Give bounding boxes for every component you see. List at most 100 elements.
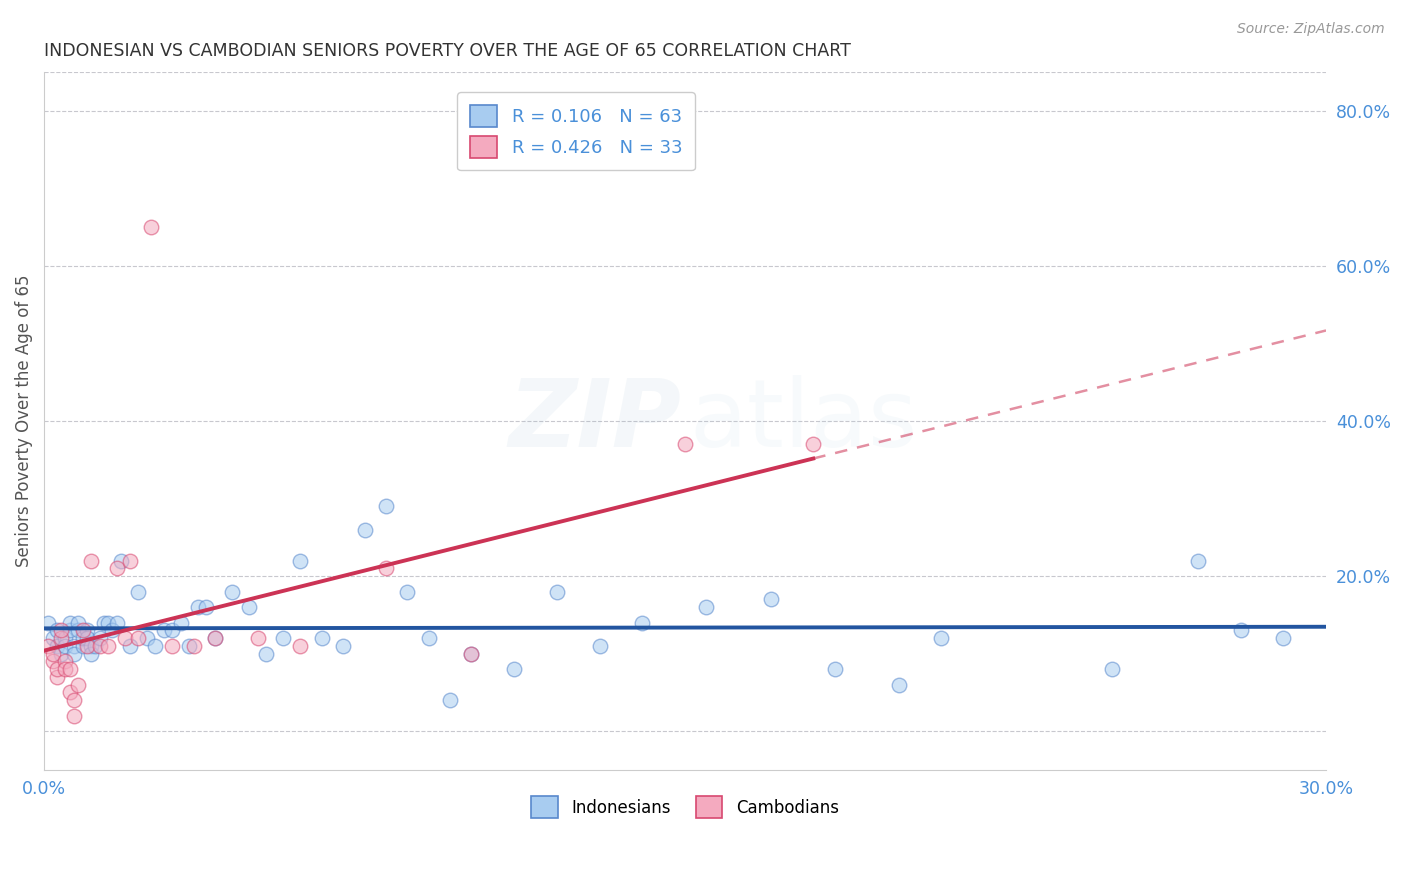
Point (439, 693, 461, 707)
Point (55, 655, 77, 669)
Point (187, 600, 209, 615)
Point (353, 523, 375, 537)
Point (460, 647, 482, 661)
Point (41, 655, 63, 669)
Point (45, 639, 67, 653)
Point (204, 632, 226, 646)
Point (101, 624, 124, 638)
Point (59, 615, 82, 630)
Point (179, 639, 201, 653)
Point (63, 708, 86, 723)
Point (72, 639, 94, 653)
Point (80, 647, 103, 661)
Text: INDONESIAN VS CAMBODIAN SENIORS POVERTY OVER THE AGE OF 65 CORRELATION CHART: INDONESIAN VS CAMBODIAN SENIORS POVERTY … (44, 42, 851, 60)
Point (152, 624, 174, 638)
Point (1101, 662, 1123, 676)
Point (118, 639, 141, 653)
Point (59, 662, 82, 676)
Point (63, 693, 86, 707)
Point (162, 624, 184, 638)
Point (59, 624, 82, 638)
Point (114, 632, 136, 646)
Point (673, 437, 696, 451)
Point (759, 592, 782, 607)
Point (55, 662, 77, 676)
Point (63, 639, 86, 653)
Point (97, 639, 120, 653)
Point (67, 678, 90, 692)
Point (418, 632, 440, 646)
Point (824, 662, 846, 676)
Point (143, 639, 166, 653)
Point (89, 639, 111, 653)
Point (84, 639, 107, 653)
Point (503, 662, 526, 676)
Point (37, 639, 59, 653)
Point (1229, 624, 1251, 638)
Point (51, 624, 73, 638)
Point (59, 685, 82, 699)
Point (375, 561, 398, 575)
Text: Source: ZipAtlas.com: Source: ZipAtlas.com (1237, 22, 1385, 37)
Point (546, 584, 568, 599)
Point (170, 615, 193, 630)
Point (931, 632, 953, 646)
Point (127, 632, 149, 646)
Point (72, 624, 94, 638)
Point (118, 554, 141, 568)
Point (1187, 554, 1209, 568)
Point (105, 615, 128, 630)
Point (332, 639, 354, 653)
Point (67, 615, 90, 630)
Point (460, 647, 482, 661)
Point (273, 632, 295, 646)
Text: ZIP: ZIP (509, 376, 682, 467)
Point (695, 600, 717, 615)
Point (887, 678, 910, 692)
Point (37, 615, 59, 630)
Text: atlas: atlas (689, 376, 917, 467)
Point (162, 639, 184, 653)
Point (195, 600, 218, 615)
Point (127, 584, 149, 599)
Point (97, 615, 120, 630)
Point (89, 632, 111, 646)
Point (290, 639, 312, 653)
Point (290, 554, 312, 568)
Point (246, 632, 269, 646)
Point (631, 615, 654, 630)
Point (375, 500, 398, 514)
Point (80, 554, 103, 568)
Point (139, 220, 162, 235)
Point (63, 647, 86, 661)
Point (238, 600, 260, 615)
Point (51, 647, 73, 661)
Point (254, 647, 277, 661)
Point (801, 437, 824, 451)
Point (41, 632, 63, 646)
Point (311, 632, 333, 646)
Point (396, 584, 419, 599)
Point (45, 670, 67, 684)
Point (221, 584, 243, 599)
Point (51, 632, 73, 646)
Point (67, 624, 90, 638)
Legend: Indonesians, Cambodians: Indonesians, Cambodians (524, 789, 845, 824)
Y-axis label: Seniors Poverty Over the Age of 65: Seniors Poverty Over the Age of 65 (15, 275, 32, 567)
Point (45, 662, 67, 676)
Point (76, 639, 98, 653)
Point (55, 632, 77, 646)
Point (80, 639, 103, 653)
Point (76, 624, 98, 638)
Point (105, 561, 128, 575)
Point (55, 639, 77, 653)
Point (41, 647, 63, 661)
Point (183, 639, 205, 653)
Point (135, 632, 157, 646)
Point (93, 615, 115, 630)
Point (45, 624, 67, 638)
Point (588, 639, 610, 653)
Point (72, 632, 94, 646)
Point (1272, 632, 1295, 646)
Point (204, 632, 226, 646)
